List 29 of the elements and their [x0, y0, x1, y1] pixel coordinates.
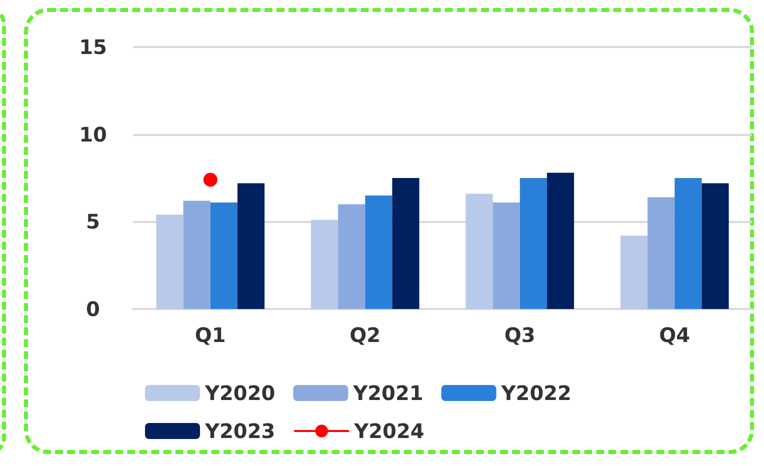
x-tick-label: Q3: [504, 323, 536, 347]
y-tick-label: 5: [86, 210, 100, 234]
legend-label: Y2022: [500, 381, 572, 405]
x-tick-label: Q2: [350, 323, 381, 347]
bar: [620, 236, 648, 309]
bar: [648, 197, 675, 309]
y-tick-label: 0: [86, 297, 100, 321]
bar: [338, 204, 366, 309]
bar: [492, 202, 520, 309]
bar: [546, 172, 574, 309]
bar: [365, 195, 392, 309]
bar: [520, 178, 547, 309]
bar: [156, 214, 184, 309]
bar: [392, 178, 420, 309]
x-tick-label: Q4: [659, 323, 690, 347]
bar: [466, 194, 493, 309]
bar: [183, 200, 210, 309]
bar: [210, 202, 238, 309]
x-tick-label: Q1: [194, 323, 226, 347]
bar: [310, 220, 338, 309]
legend-label: Y2020: [204, 381, 276, 405]
bar: [674, 178, 702, 309]
y-tick-label: 15: [79, 35, 107, 59]
legend-label: Y2024: [353, 419, 424, 443]
bar: [702, 183, 729, 309]
legend-label: Y2023: [204, 419, 276, 443]
legend-label: Y2021: [352, 381, 424, 405]
y-tick-label: 10: [79, 122, 107, 146]
bar: [237, 183, 265, 309]
